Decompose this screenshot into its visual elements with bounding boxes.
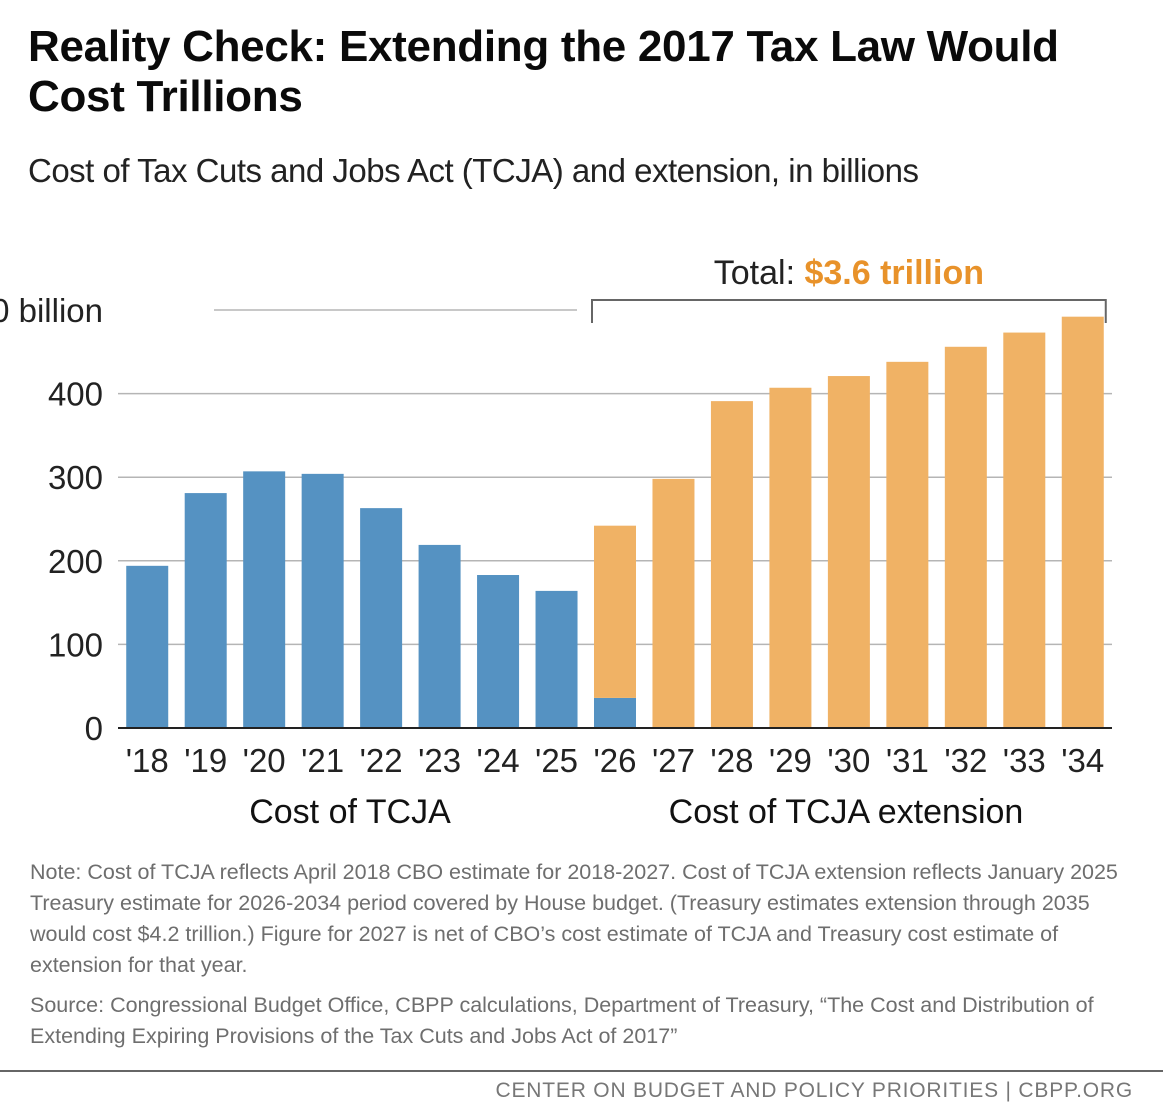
x-tick-label: '20 bbox=[243, 742, 286, 779]
tcja-bar-20 bbox=[243, 471, 286, 728]
chart-source: Source: Congressional Budget Office, CBP… bbox=[30, 993, 1094, 1048]
chart-subtitle: Cost of Tax Cuts and Jobs Act (TCJA) and… bbox=[28, 152, 919, 189]
y-tick-label: 200 bbox=[48, 543, 103, 580]
tcja-bar-19 bbox=[184, 493, 227, 728]
x-tick-label: '19 bbox=[184, 742, 227, 779]
total-bracket bbox=[591, 299, 1107, 323]
tcja-bar-22 bbox=[360, 508, 403, 728]
footer-credit: CENTER ON BUDGET AND POLICY PRIORITIES |… bbox=[495, 1079, 1133, 1102]
chart-note: Note: Cost of TCJA reflects April 2018 C… bbox=[30, 860, 1118, 977]
extension-bar-29 bbox=[769, 387, 812, 728]
x-tick-label: '24 bbox=[477, 742, 520, 779]
tcja-bar-26 bbox=[594, 697, 636, 728]
extension-bar-28 bbox=[710, 401, 753, 728]
x-tick-label: '18 bbox=[126, 742, 169, 779]
y-tick-label: 400 bbox=[48, 376, 103, 413]
x-tick-label: '23 bbox=[418, 742, 461, 779]
footer-divider bbox=[0, 1070, 1163, 1072]
x-tick-label: '34 bbox=[1061, 742, 1104, 779]
x-tick-label: '21 bbox=[301, 742, 344, 779]
x-tick-label: '33 bbox=[1003, 742, 1046, 779]
extension-bar-32 bbox=[944, 346, 987, 728]
x-tick-label: '32 bbox=[944, 742, 987, 779]
extension-bar-30 bbox=[827, 376, 870, 728]
extension-bar-27 bbox=[652, 478, 695, 728]
extension-bar-33 bbox=[1003, 332, 1046, 728]
extension-bar-31 bbox=[886, 361, 929, 728]
total-value: $3.6 trillion bbox=[804, 254, 984, 292]
group-label-extension: Cost of TCJA extension bbox=[669, 793, 1024, 831]
chart-title: Reality Check: Extending the 2017 Tax La… bbox=[28, 22, 1059, 121]
y-tick-label: $500 billion bbox=[0, 292, 103, 329]
tcja-bar-25 bbox=[535, 590, 578, 728]
extension-bar-26 bbox=[594, 525, 636, 698]
tcja-bar-21 bbox=[301, 473, 344, 728]
x-tick-label: '26 bbox=[593, 742, 636, 779]
total-prefix: Total: bbox=[714, 254, 805, 292]
bar-chart: 100 200 300 400 $500 billion 0 '18 '19 '20 '21 '22… bbox=[0, 254, 1112, 831]
x-tick-label: '30 bbox=[827, 742, 870, 779]
x-tick-label: '31 bbox=[886, 742, 929, 779]
x-tick-label: '27 bbox=[652, 742, 695, 779]
tcja-bar-18 bbox=[126, 565, 169, 728]
x-tick-label: '22 bbox=[360, 742, 403, 779]
tcja-bar-24 bbox=[477, 575, 520, 728]
x-tick-label: '29 bbox=[769, 742, 812, 779]
y-tick-label: 0 bbox=[85, 710, 103, 747]
y-tick-label: 300 bbox=[48, 459, 103, 496]
total-annotation: Total: $3.6 trillion bbox=[714, 254, 984, 292]
x-tick-label: '28 bbox=[710, 742, 753, 779]
group-label-tcja: Cost of TCJA bbox=[249, 793, 451, 831]
extension-bar-34 bbox=[1061, 316, 1104, 728]
tcja-bar-23 bbox=[418, 544, 461, 728]
x-tick-label: '25 bbox=[535, 742, 578, 779]
y-tick-label: 100 bbox=[48, 626, 103, 663]
